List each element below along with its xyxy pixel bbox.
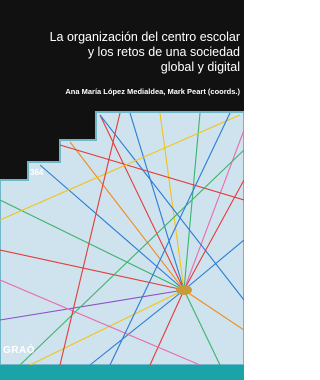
book-cover: La organización del centro escolar y los…: [0, 0, 244, 380]
collection-number: 364: [30, 168, 43, 177]
title-line: La organización del centro escolar: [50, 30, 240, 45]
thread-knot: [176, 285, 192, 295]
bottom-strip: [0, 365, 244, 380]
publisher: GRAÓ: [3, 345, 35, 356]
authors: Ana María López Medialdea, Mark Peart (c…: [65, 87, 240, 96]
title-line: y los retos de una sociedad: [88, 45, 240, 60]
art-background: [0, 112, 244, 365]
title-line: global y digital: [161, 60, 240, 75]
